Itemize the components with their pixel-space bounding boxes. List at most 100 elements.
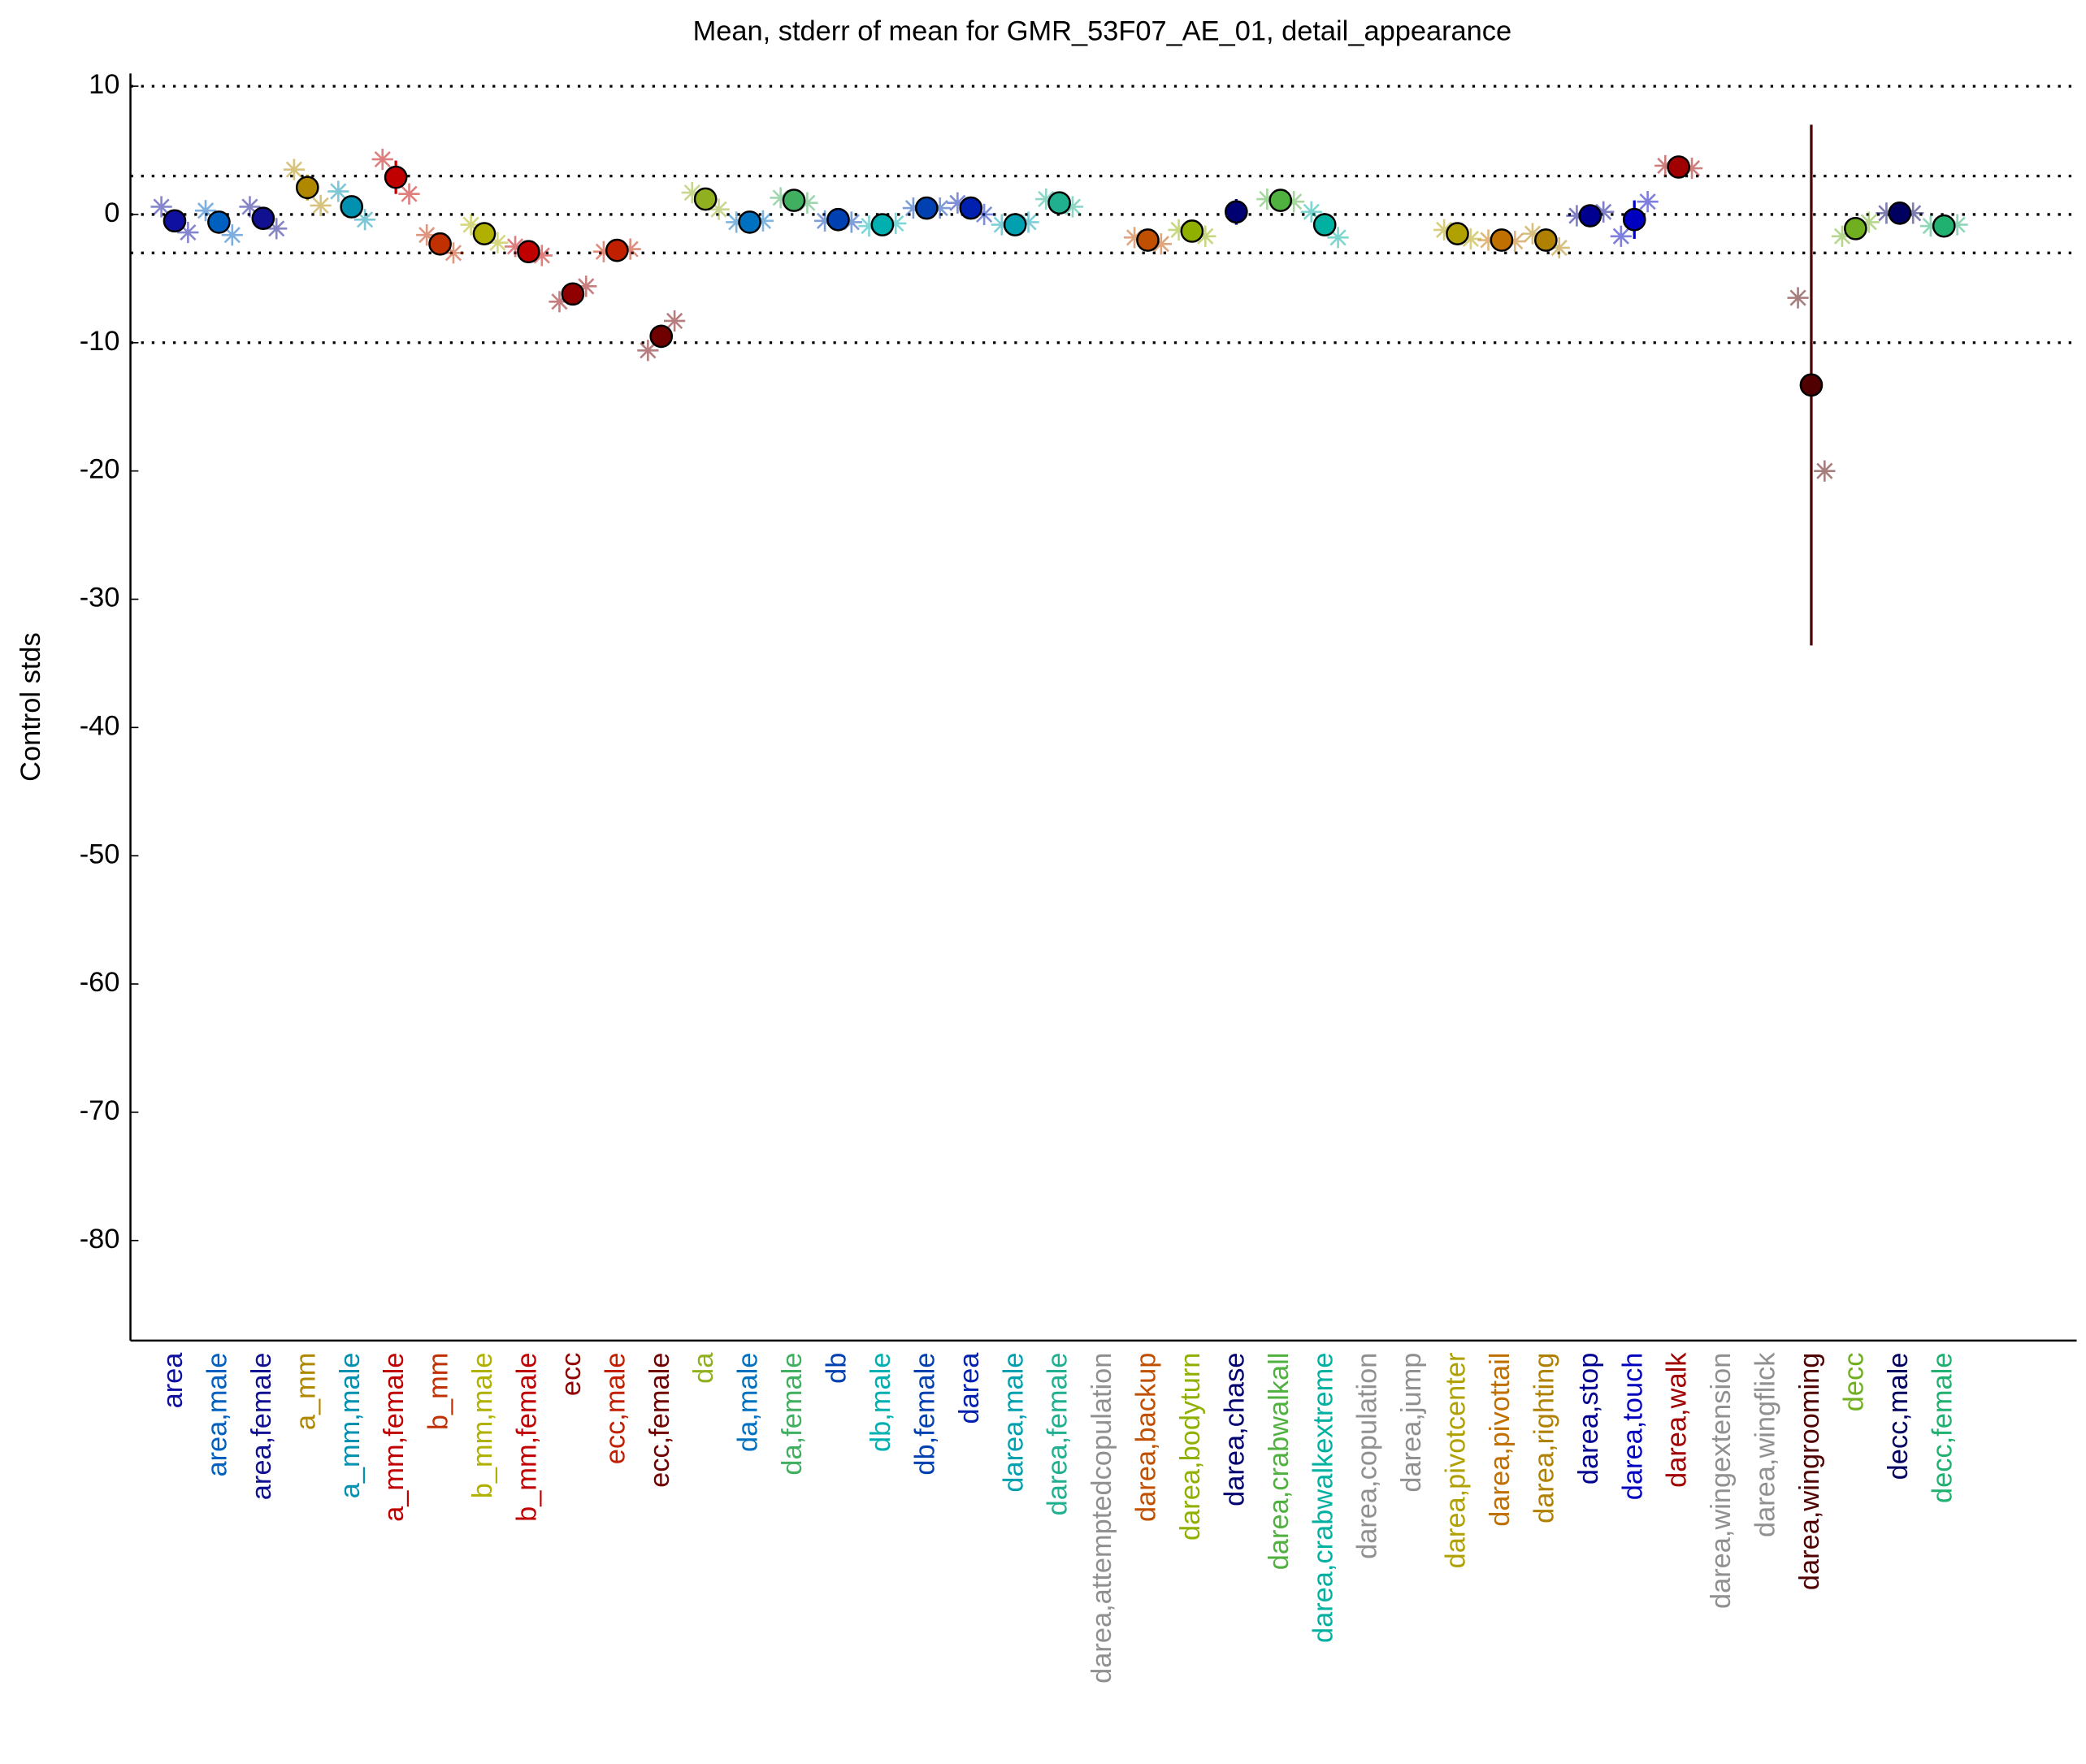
x-tick-label: area,female (246, 1353, 277, 1501)
male-point (947, 192, 969, 214)
mean-point (605, 238, 629, 262)
female-point (1637, 191, 1659, 213)
star-stroke (180, 223, 197, 241)
star-stroke (1789, 289, 1806, 306)
mean-point (428, 232, 452, 256)
star-stroke (1064, 198, 1082, 215)
mean-point (1490, 228, 1514, 252)
mean-point (1932, 214, 1956, 238)
x-tick-label: decc,female (1927, 1353, 1958, 1503)
mean-point (1136, 228, 1160, 252)
mean-point (1667, 155, 1690, 179)
star-stroke (330, 183, 347, 200)
star-stroke (1612, 228, 1629, 245)
mean-point (1799, 373, 1824, 397)
star-stroke (489, 234, 506, 251)
mean-point (826, 207, 850, 232)
mean-point (1047, 191, 1071, 215)
male-point (1787, 287, 1809, 309)
star-stroke (949, 194, 966, 211)
x-tick-label: a_mm,male (335, 1353, 366, 1499)
mean-point (561, 282, 585, 306)
y-tick-label: -50 (80, 839, 120, 869)
mean-point (1269, 189, 1293, 212)
x-tick-label: db,male (865, 1353, 896, 1452)
star-stroke (1329, 229, 1347, 246)
star-stroke (533, 247, 550, 264)
x-tick-label: darea,crabwalkextreme (1308, 1353, 1338, 1643)
chart-title: Mean, stderr of mean for GMR_53F07_AE_01… (693, 15, 1511, 46)
star-stroke (1816, 462, 1833, 479)
star-stroke (285, 161, 302, 178)
x-tick-label: darea,righting (1529, 1353, 1559, 1523)
star-stroke (683, 184, 700, 202)
star-stroke (1524, 225, 1542, 242)
star-stroke (241, 198, 258, 215)
star-stroke (268, 220, 285, 237)
mean-point (1446, 222, 1469, 245)
star-stroke (976, 206, 993, 223)
star-stroke (1197, 228, 1214, 245)
star-stroke (356, 211, 374, 228)
star-stroke (419, 227, 436, 244)
x-tick-label: a_mm (290, 1353, 321, 1431)
mean-point (693, 187, 718, 211)
x-tick-label: darea,stop (1573, 1353, 1604, 1485)
x-tick-label: darea,female (1043, 1353, 1073, 1516)
y-tick-label: -20 (80, 454, 120, 485)
mean-point (1578, 204, 1602, 228)
star-stroke (1436, 221, 1453, 238)
x-tick-label: ecc (556, 1353, 587, 1397)
mean-point (207, 210, 231, 234)
x-tick-label: b_mm,female (512, 1353, 543, 1522)
x-tick-label: decc (1838, 1353, 1869, 1412)
male-point (371, 148, 393, 171)
mean-point (870, 213, 895, 236)
male-point (150, 196, 172, 218)
star-stroke (1038, 190, 1055, 208)
star-stroke (197, 202, 215, 219)
mean-point (1180, 219, 1204, 243)
x-tick-label: darea,wingextension (1706, 1353, 1737, 1609)
star-stroke (1152, 236, 1169, 253)
mean-point (1622, 207, 1646, 232)
star-stroke (640, 342, 657, 359)
mean-point (1003, 213, 1027, 236)
mean-point (517, 240, 540, 264)
y-tick-label: -10 (80, 326, 120, 357)
mean-point (782, 189, 806, 212)
star-stroke (506, 238, 524, 255)
mean-point (1312, 213, 1337, 236)
mean-point (295, 176, 319, 200)
x-tick-label: db,female (909, 1353, 940, 1476)
star-stroke (445, 245, 462, 262)
x-tick-label: darea,jump (1396, 1353, 1427, 1493)
y-tick-label: 0 (104, 197, 119, 228)
star-stroke (1303, 203, 1320, 220)
mean-point (1224, 200, 1248, 224)
male-point (327, 180, 349, 202)
x-tick-label: db (822, 1353, 852, 1384)
female-point (1814, 460, 1836, 482)
x-tick-label: darea,walk (1662, 1352, 1693, 1488)
mean-point (1888, 202, 1912, 225)
x-tick-label: area (158, 1352, 189, 1409)
x-tick-label: darea,touch (1617, 1353, 1648, 1501)
y-tick-label: -30 (80, 583, 120, 613)
female-point (708, 198, 730, 220)
x-tick-label: darea,male (998, 1353, 1029, 1493)
x-tick-label: decc,male (1883, 1353, 1914, 1480)
female-point (310, 194, 332, 217)
x-tick-label: darea,crabwalkall (1264, 1353, 1295, 1571)
x-tick-label: da (688, 1352, 719, 1384)
mean-point (1534, 228, 1558, 252)
mean-point (649, 324, 674, 349)
mean-point (384, 165, 408, 189)
x-tick-label: darea,backup (1131, 1353, 1162, 1522)
x-tick-label: darea,chase (1219, 1353, 1250, 1506)
star-stroke (312, 197, 329, 214)
mean-point (959, 196, 983, 220)
x-tick-label: darea,pivottail (1485, 1353, 1516, 1527)
x-tick-label: a_mm,female (379, 1353, 410, 1522)
